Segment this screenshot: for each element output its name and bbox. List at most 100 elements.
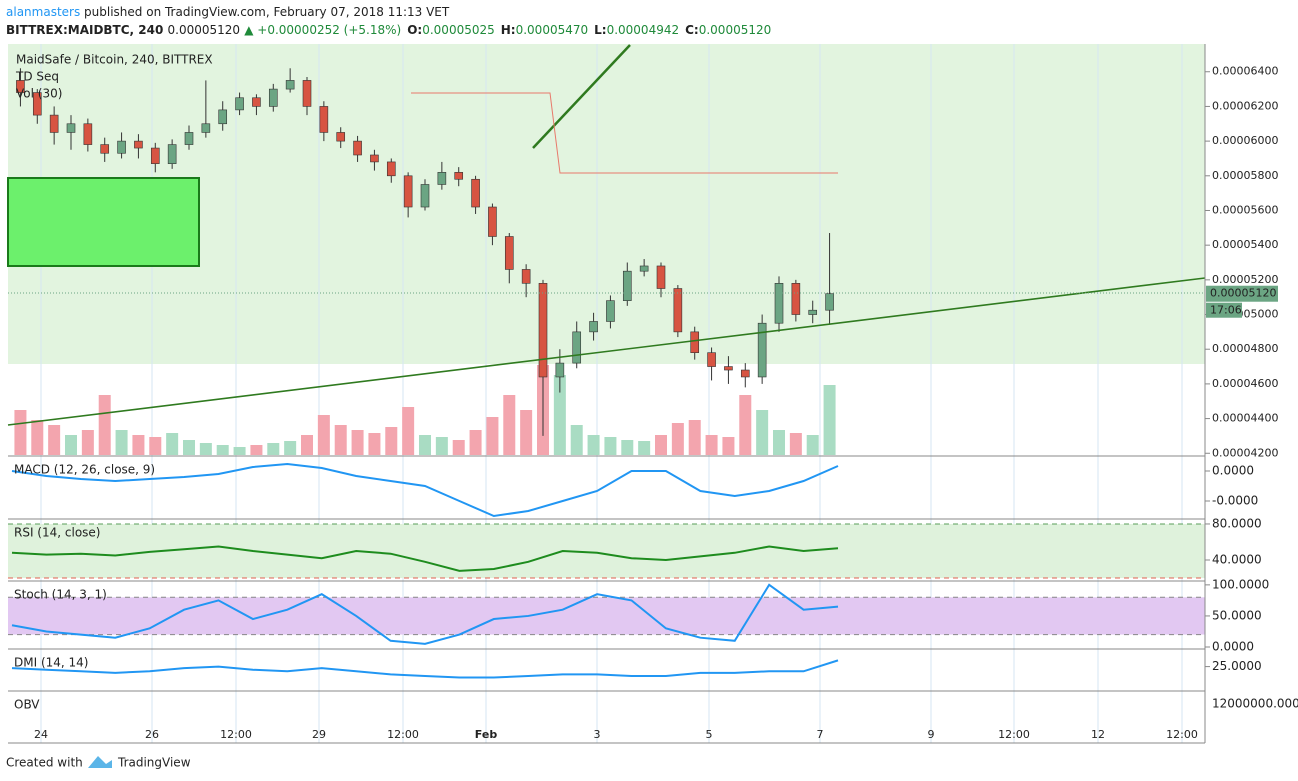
y-tick-label: 0.00006400 — [1212, 65, 1278, 78]
x-tick-label: 7 — [817, 728, 824, 741]
indicator-line — [11, 462, 839, 518]
band — [8, 597, 1205, 635]
x-tick-label: 12:00 — [387, 728, 419, 741]
y-tick-label: 0.00004800 — [1212, 342, 1278, 355]
candle-body — [572, 331, 582, 364]
ohlc-value: 0.00004942 — [607, 23, 680, 37]
volume-bar — [722, 437, 735, 455]
x-tick-label: 12:00 — [1166, 728, 1198, 741]
x-tick-label: 26 — [145, 728, 159, 741]
candle-body — [471, 178, 480, 208]
x-tick-label: 12:00 — [998, 728, 1030, 741]
volume-bar — [452, 440, 465, 455]
y-tick-label: 50.0000 — [1212, 608, 1262, 622]
ohlc-label: C: — [685, 23, 699, 37]
volume-bar — [368, 433, 381, 455]
candle-body — [319, 106, 329, 133]
y-tick-label: 0.00005800 — [1212, 169, 1278, 182]
volume-bar — [705, 435, 718, 455]
countdown-box — [1206, 302, 1242, 318]
candle-body — [370, 154, 379, 163]
pane-title: DMI (14, 14) — [14, 656, 88, 670]
candle-body — [538, 283, 548, 378]
volume-bar — [773, 430, 785, 455]
price: 0.00005120 — [168, 23, 241, 37]
footer-text: Created with — [6, 756, 83, 770]
candle-body — [690, 331, 700, 353]
volume-bar — [48, 425, 61, 455]
candle-body — [589, 321, 598, 333]
volume-bar — [638, 441, 651, 455]
volume-bar — [587, 435, 600, 455]
candle-body — [673, 288, 683, 333]
candle-body — [454, 172, 464, 180]
candle-body — [504, 236, 514, 270]
legend-item: Vol (30) — [16, 87, 62, 101]
candle-body — [521, 269, 531, 284]
volume-bar — [419, 435, 431, 455]
header-line-2: BITTREX:MAIDBTC, 240 0.00005120 ▲ +0.000… — [6, 23, 771, 37]
candle-body — [336, 132, 346, 142]
logo — [88, 756, 112, 768]
candle-body — [353, 140, 362, 156]
ohlc-value: 0.00005120 — [699, 23, 772, 37]
volume-bar — [351, 430, 364, 455]
volume-bar — [655, 435, 667, 455]
trend-line — [7, 277, 1206, 426]
candle-body — [117, 140, 126, 154]
candle-body — [100, 144, 110, 154]
y-tick-label: 0.00005600 — [1212, 203, 1278, 216]
x-tick-label: 9 — [928, 728, 935, 741]
candle-body — [32, 92, 42, 116]
drawn-rectangle — [7, 177, 200, 267]
y-tick-label: 80.0000 — [1212, 516, 1262, 530]
y-tick-label: 100.0000 — [1212, 577, 1269, 591]
x-tick-label: 3 — [594, 728, 601, 741]
indicator-line — [11, 583, 839, 645]
candle-body — [403, 175, 413, 208]
last-price-box — [1206, 285, 1278, 302]
volume-bar — [671, 423, 684, 455]
x-tick-label: 5 — [706, 728, 713, 741]
y-tick-label: 40.0000 — [1212, 553, 1262, 567]
pane-title: OBV — [14, 698, 40, 712]
volume-bar — [385, 427, 398, 455]
volume-bar — [233, 447, 246, 455]
y-tick-label: 0.00004600 — [1212, 377, 1278, 390]
y-tick-label: 0.00005200 — [1212, 273, 1278, 286]
volume-bar — [739, 395, 752, 455]
candle-body — [606, 300, 615, 322]
y-tick-label: 0.00004400 — [1212, 412, 1278, 425]
ohlc-label: O: — [407, 23, 422, 37]
candle-body — [774, 283, 784, 324]
candle-body — [134, 140, 143, 149]
y-tick-label: 0.0000 — [1212, 464, 1254, 478]
volume-bar — [435, 437, 448, 455]
footer-brand[interactable]: TradingView — [117, 756, 191, 770]
y-tick-label: 0.00004200 — [1212, 446, 1278, 459]
candle-body — [437, 172, 447, 185]
volume-bar — [520, 410, 533, 455]
y-tick-label: -0.0000 — [1212, 494, 1258, 508]
candle-body — [302, 80, 312, 107]
ohlc-label: H: — [501, 23, 516, 37]
volume-bar — [115, 430, 128, 455]
change: ▲ +0.00000252 (+5.18%) — [244, 23, 401, 37]
y-tick-label: 0.00005400 — [1212, 238, 1278, 251]
candle-body — [66, 123, 76, 133]
candle-body — [167, 144, 177, 164]
ohlc-value: 0.00005025 — [422, 23, 495, 37]
volume-bar — [267, 443, 280, 455]
main-title: MaidSafe / Bitcoin, 240, BITTREX — [16, 53, 213, 67]
volume-bar — [317, 415, 330, 455]
volume-bar — [149, 437, 162, 455]
candle-body — [740, 369, 750, 378]
author[interactable]: alanmasters — [6, 5, 80, 19]
candle-body — [555, 362, 565, 378]
legend-item: TD Seq — [15, 70, 59, 84]
x-tick-label: 12 — [1091, 728, 1105, 741]
y-tick-label: 0.0000 — [1212, 640, 1254, 654]
candle-body — [656, 265, 666, 289]
volume-bar — [486, 417, 499, 455]
